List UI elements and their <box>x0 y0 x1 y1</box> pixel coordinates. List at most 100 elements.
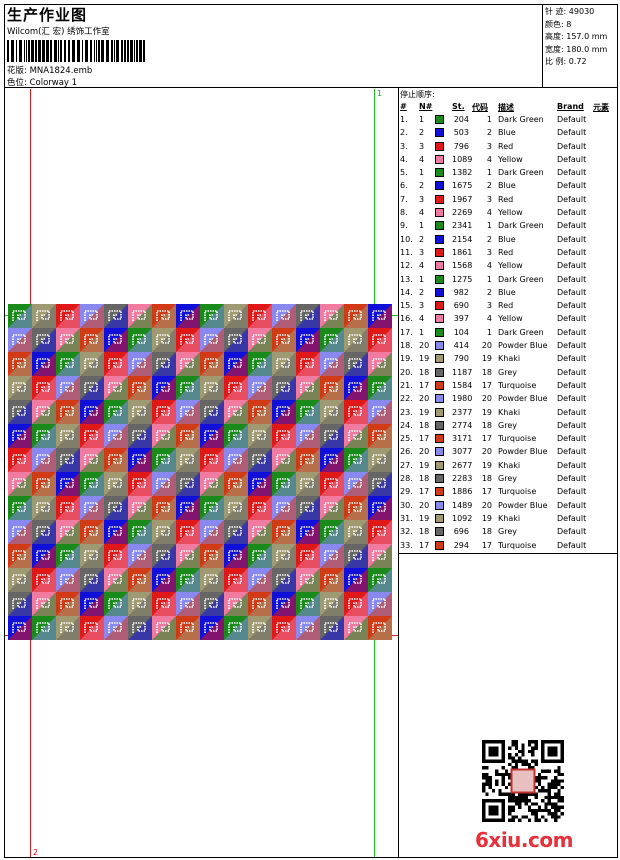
pattern-tile <box>128 520 152 544</box>
row-stitches: 397 <box>453 314 469 324</box>
row-code: 2 <box>486 234 492 244</box>
pattern-tile <box>296 448 320 472</box>
table-row: 19. 19 790 19 Khaki Default <box>400 353 616 366</box>
row-stitches: 982 <box>453 287 469 297</box>
color-swatch <box>435 447 444 457</box>
pattern-tile <box>224 376 248 400</box>
row-desc: Grey <box>498 420 517 430</box>
pattern-tile <box>344 472 368 496</box>
row-code: 1 <box>486 274 492 284</box>
color-swatch <box>435 460 444 470</box>
pattern-tile <box>32 376 56 400</box>
row-stitches: 3077 <box>452 447 473 457</box>
sheet-frame <box>4 4 618 858</box>
pattern-tile <box>176 448 200 472</box>
file-label: 花版: <box>7 66 27 76</box>
pattern-tile <box>104 592 128 616</box>
pattern-tile <box>200 616 224 640</box>
pattern-tile <box>128 568 152 592</box>
row-code: 1 <box>486 327 492 337</box>
row-desc: Khaki <box>498 354 521 364</box>
color-swatch <box>435 221 444 231</box>
row-needle: 3 <box>419 301 425 311</box>
col-brand: Brand <box>557 102 584 111</box>
row-needle: 20 <box>419 341 430 351</box>
row-brand: Default <box>557 234 587 244</box>
row-desc: Dark Green <box>498 274 544 284</box>
qr-code <box>482 740 564 822</box>
pattern-tile <box>368 376 392 400</box>
row-brand: Default <box>557 194 587 204</box>
pattern-tile <box>176 472 200 496</box>
row-code: 20 <box>481 447 492 457</box>
table-header: # N# St. 代码 描述 Brand 元素 <box>400 101 616 114</box>
row-code: 1 <box>486 168 492 178</box>
pattern-tile <box>272 352 296 376</box>
pattern-tile <box>152 424 176 448</box>
pattern-tile <box>56 376 80 400</box>
row-index: 7. <box>400 194 408 204</box>
row-code: 4 <box>486 208 492 218</box>
row-desc: Red <box>498 194 514 204</box>
row-code: 2 <box>486 287 492 297</box>
pattern-tile <box>56 400 80 424</box>
pattern-tile <box>152 448 176 472</box>
pattern-tile <box>248 352 272 376</box>
color-swatch <box>435 434 444 444</box>
pattern-tile <box>296 304 320 328</box>
table-row: 31. 19 1092 19 Khaki Default <box>400 513 616 526</box>
pattern-tile <box>200 376 224 400</box>
table-row: 27. 19 2677 19 Khaki Default <box>400 460 616 473</box>
pattern-tile <box>200 472 224 496</box>
row-code: 19 <box>481 407 492 417</box>
file-line: 花版: MNA1824.emb <box>7 64 92 76</box>
table-row: 14. 2 982 2 Blue Default <box>400 287 616 300</box>
color-swatch <box>435 394 444 404</box>
pattern-tile <box>368 328 392 352</box>
row-desc: Powder Blue <box>498 500 548 510</box>
pattern-tile <box>224 472 248 496</box>
row-brand: Default <box>557 208 587 218</box>
pattern-tile <box>344 520 368 544</box>
row-desc: Khaki <box>498 407 521 417</box>
row-desc: Red <box>498 301 514 311</box>
row-needle: 1 <box>419 327 425 337</box>
col-desc: 描述 <box>498 103 514 112</box>
pattern-tile <box>152 592 176 616</box>
table-row: 11. 3 1861 3 Red Default <box>400 247 616 260</box>
row-index: 15. <box>400 301 413 311</box>
pattern-tile <box>368 424 392 448</box>
pattern-tile <box>152 376 176 400</box>
color-swatch <box>435 474 444 484</box>
row-index: 10. <box>400 234 413 244</box>
row-index: 18. <box>400 341 413 351</box>
row-desc: Blue <box>498 287 516 297</box>
pattern-tile <box>32 352 56 376</box>
pattern-tile <box>80 400 104 424</box>
row-stitches: 414 <box>453 341 469 351</box>
row-desc: Grey <box>498 474 517 484</box>
pattern-tile <box>80 328 104 352</box>
row-stitches: 1275 <box>452 274 473 284</box>
row-index: 29. <box>400 487 413 497</box>
pattern-tile <box>272 520 296 544</box>
row-code: 3 <box>486 247 492 257</box>
pattern-tile <box>224 328 248 352</box>
table-row: 29. 17 1886 17 Turquoise Default <box>400 486 616 499</box>
row-index: 12. <box>400 261 413 271</box>
pattern-tile <box>320 592 344 616</box>
pattern-tile <box>80 472 104 496</box>
pattern-tile <box>272 328 296 352</box>
pattern-tile <box>320 496 344 520</box>
pattern-tile <box>296 520 320 544</box>
row-brand: Default <box>557 128 587 138</box>
color-swatch <box>435 234 444 244</box>
pattern-tile <box>80 592 104 616</box>
pattern-tile <box>200 448 224 472</box>
pattern-tile <box>80 352 104 376</box>
pattern-tile <box>152 472 176 496</box>
pattern-tile <box>200 496 224 520</box>
pattern-tile <box>368 520 392 544</box>
pattern-tile <box>32 304 56 328</box>
col-stitches: St. <box>452 102 465 111</box>
